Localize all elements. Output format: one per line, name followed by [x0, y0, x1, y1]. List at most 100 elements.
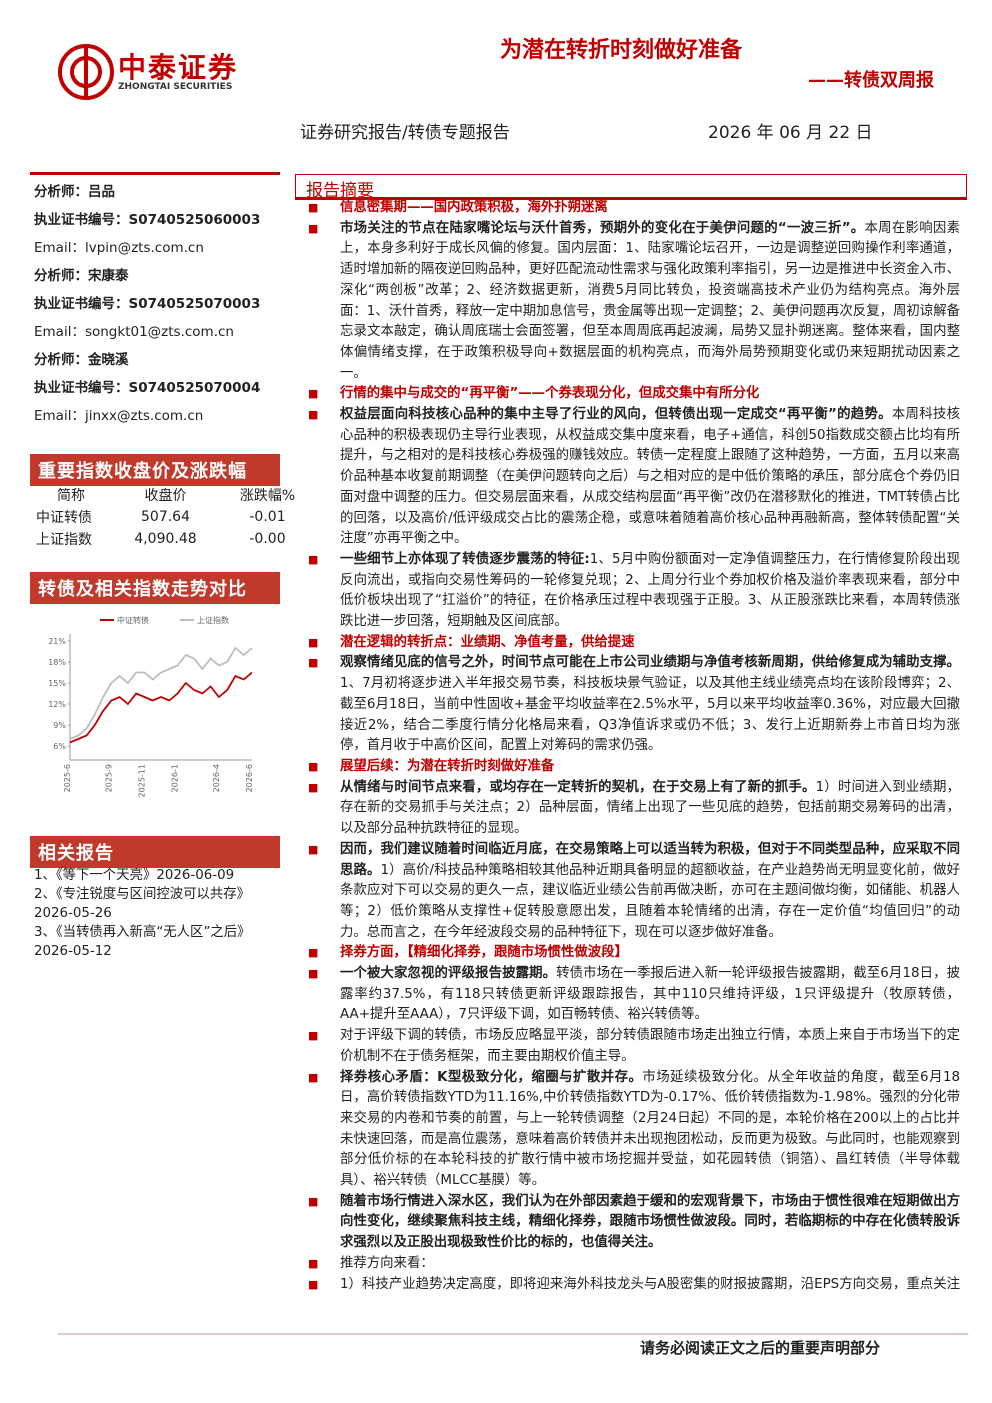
bullet: ■ [308, 842, 319, 856]
text: 转债市场在一季报后进入新一轮评级报告披露期，截至6月18日，披露率约37.5%，… [340, 966, 960, 1023]
index-title: 重要指数收盘价及涨跌幅 [30, 454, 280, 486]
block-heading: ■ 展望后续：为潜在转折时刻做好准备 [300, 757, 960, 778]
series-line [69, 671, 253, 744]
table-cell: -0.00 [249, 531, 286, 547]
bullet: ■ [308, 1194, 319, 1208]
bullet: ■ [308, 967, 319, 981]
y-tick-label: 18% [48, 658, 66, 667]
trend-chart: 6% 9% 12% 15% 18% 21% 2025-6 2025-9 2025-11 2026-… [48, 615, 254, 797]
bullet: ■ [308, 387, 319, 401]
paragraph: ■ 对于评级下调的转债，市场反应略显平淡，部分转债跟随市场走出独立行情，本质上来自… [300, 1026, 960, 1067]
related-item: 2、《专注锐度与区间控波可以共存》2026-05-26 [34, 887, 251, 921]
summary: ■ 信息密集期——国内政策积极，海外扑朔迷离 ■ 市场关注的节点在陆家嘴论坛与沃什首秀… [300, 198, 960, 1290]
x-tick-label: 2026-6 [245, 764, 254, 792]
heading-text: 择券方面，【精细化择券，跟随市场惯性做波段】 [340, 945, 628, 961]
table-cell: 中证转债 [36, 510, 92, 526]
side-rule [30, 172, 280, 175]
bullet: ■ [308, 1070, 319, 1084]
paragraph: ■ 一个被大家忽视的评级报告披露期。转债市场在一季报后进入新一轮评级报告披露期，截… [300, 964, 960, 1026]
x-tick-label: 2025-11 [137, 764, 146, 797]
text: 市场延续极致分化。从全年收益的角度，截至6月18日，高价转债指数YTD为11.1… [340, 1069, 960, 1189]
company: 中泰证券 [118, 51, 239, 84]
table-header: 收盘价 [144, 488, 187, 504]
company-en: ZHONGTAI SECURITIES [118, 82, 233, 92]
date: 2026 年 06 月 22 日 [708, 123, 873, 143]
lead: 择券核心矛盾：K型极致分化，缩圈与扩散并存。 [340, 1069, 643, 1085]
related-item: 3、《当转债再入新高“无人区”之后》2026-05-12 [34, 925, 251, 959]
text: 1）时间进入到业绩期，存在新的交易抓手与关注点；2）品种层面，情绪上出现了一些见… [340, 779, 960, 837]
analyst-license: 执业证书编号：S0740525060003 [34, 212, 261, 228]
bullet: ■ [308, 552, 319, 566]
heading-text: 展望后续：为潜在转折时刻做好准备 [340, 758, 555, 774]
table-cell: -0.01 [249, 509, 286, 525]
lead: 权益层面向科技核心品种的集中主导了行业的风向，但转债出现一定成交“再平衡”的趋势… [340, 407, 892, 423]
paragraph: ■ 1）科技产业趋势决定高度，即将迎来海外科技龙头与A股密集的财报披露期，沿EPS… [300, 1275, 960, 1290]
footer-rule [58, 1333, 968, 1335]
chart-title: 转债及相关指数走势对比 [30, 572, 280, 604]
y-tick-label: 12% [48, 700, 66, 709]
lead: 市场关注的节点在陆家嘴论坛与沃什首秀，预期外的变化在于美伊问题的“一波三折”。 [340, 220, 865, 236]
block-heading: ■ 潜在逻辑的转折点：业绩期、净值考量，供给提速 [300, 633, 960, 654]
subtitle: ——转债双周报 [808, 70, 934, 91]
text: 对于评级下调的转债，市场反应略显平淡，部分转债跟随市场走出独立行情，本质上来自于… [340, 1028, 960, 1064]
bullet: ■ [308, 408, 319, 422]
related-item: 1、《等下一个天亮》2026-06-09 [34, 868, 235, 883]
block-heading: ■ 择券方面，【精细化择券，跟随市场惯性做波段】 [300, 943, 960, 964]
analyst-license: 执业证书编号：S0740525070003 [34, 296, 261, 312]
bullet: ■ [308, 221, 319, 235]
analyst-name: 分析师：金晓溪 [34, 352, 129, 368]
paragraph: ■ 随着市场行情进入深水区，我们认为在外部因素趋于缓和的宏观背景下，市场由于惯性很… [300, 1192, 960, 1254]
y-tick-label: 9% [53, 721, 66, 730]
heading-text: 信息密集期——国内政策积极，海外扑朔迷离 [340, 200, 608, 215]
table-row: 中证转债 507.64 -0.01 [30, 506, 316, 528]
paragraph: ■ 市场关注的节点在陆家嘴论坛与沃什首秀，预期外的变化在于美伊问题的“一波三折”。… [300, 219, 960, 385]
bullet: ■ [308, 780, 319, 794]
analyst-email: Email：jinxx@zts.com.cn [34, 408, 204, 424]
report-type: 证券研究报告/转债专题报告 [300, 123, 510, 143]
paragraph: ■ 从情绪与时间节点来看，或均存在一定转折的契机，在于交易上有了新的抓手。1）时间… [300, 778, 960, 840]
index-table: 简称 收盘价 涨跌幅% 中证转债 507.64 -0.01 上证指数 4,090.48 -0.0… [30, 484, 316, 550]
heading-text: 潜在逻辑的转折点：业绩期、净值考量，供给提速 [340, 634, 635, 650]
text: 本周科技核心品种的积极表现仍主导行业表现，从权益成交集中度来看，电子+通信，科创… [340, 407, 960, 547]
text: 1）科技产业趋势决定高度，即将迎来海外科技龙头与A股密集的财报披露期，沿EPS方… [340, 1276, 960, 1290]
block-heading: ■ 信息密集期——国内政策积极，海外扑朔迷离 [300, 198, 960, 219]
text: 本周在影响因素上，本身多利好于成长风偏的修复。国内层面：1、陆家嘴论坛召开，一边… [340, 220, 960, 381]
lead: 观察情绪见底的信号之外，时间节点可能在上市公司业绩期与净值考核新周期，供给修复成… [340, 655, 960, 671]
analyst-name: 分析师：宋康泰 [34, 268, 129, 284]
analyst-name: 分析师：吕品 [34, 184, 115, 200]
bullet: ■ [308, 201, 319, 214]
table-cell: 507.64 [141, 509, 190, 525]
footer: 请务必阅读正文之后的重要声明部分 [640, 1339, 881, 1357]
x-tick-label: 2025-9 [104, 764, 113, 792]
bullet: ■ [308, 1256, 319, 1270]
table-cell: 4,090.48 [134, 531, 197, 547]
bullet: ■ [308, 656, 319, 670]
lead: 因而，我们建议随着时间临近月底，在交易策略上可以适当转为积极，但对于不同类型品种… [340, 841, 960, 878]
analyst-email: Email：lvpin@zts.com.cn [34, 240, 204, 256]
table-row: 上证指数 4,090.48 -0.00 [30, 528, 316, 550]
table-cell: 上证指数 [36, 532, 92, 548]
legend-label: 上证指数 [197, 615, 229, 625]
y-tick-label: 6% [53, 742, 66, 751]
bullet: ■ [308, 635, 319, 649]
table-header: 涨跌幅% [239, 488, 296, 504]
related-title: 相关报告 [30, 836, 280, 868]
text: 1）高价/科技品种策略相较其他品种近期具备明显的超额收益，在产业趋势尚无明显变化… [340, 862, 960, 940]
y-tick-label: 15% [48, 679, 66, 688]
analyst-email: Email：songkt01@zts.com.cn [34, 324, 234, 340]
paragraph: ■ 权益层面向科技核心品种的集中主导了行业的风向，但转债出现一定成交“再平衡”的趋… [300, 405, 960, 550]
title: 为潜在转折时刻做好准备 [500, 38, 743, 63]
text: 推荐方向来看： [340, 1255, 434, 1271]
x-tick-label: 2025-6 [63, 764, 72, 792]
analyst-license: 执业证书编号：S0740525070004 [34, 380, 261, 396]
table-header-row: 简称 收盘价 涨跌幅% [30, 484, 316, 506]
bullet: ■ [308, 1277, 319, 1290]
block-heading: ■ 行情的集中与成交的“再平衡”——个券表现分化，但成交集中有所分化 [300, 384, 960, 405]
bullet: ■ [308, 946, 319, 960]
paragraph: ■ 推荐方向来看： [300, 1254, 960, 1275]
logo [58, 44, 114, 100]
summary-bar [295, 174, 967, 200]
lead: 一些细节上亦体现了转债逐步震荡的特征: [340, 551, 590, 567]
text: 1、5月中购份额面对一定净值调整压力，在行情修复阶段出现反向流出，或指向交易性筹… [340, 551, 960, 630]
